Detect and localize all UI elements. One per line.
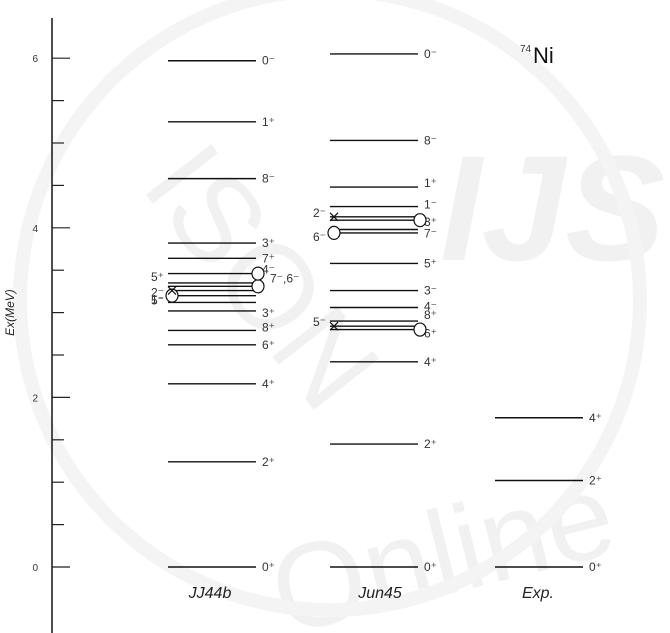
level-label: 0⁺ xyxy=(589,560,602,574)
level-label: 7⁻ xyxy=(424,226,437,240)
level-label: 2⁺ xyxy=(589,474,602,488)
level-label: 1⁺ xyxy=(424,176,437,190)
watermark-ring xyxy=(13,0,647,617)
circle-marker xyxy=(165,288,179,303)
circle-marker xyxy=(251,266,265,281)
level-label: 3⁻ xyxy=(424,284,437,298)
level-label: 2⁺ xyxy=(262,455,275,469)
level-label: 8⁻ xyxy=(262,172,275,186)
column-label: Exp. xyxy=(522,585,554,602)
level-label: 3⁺ xyxy=(262,306,275,320)
level-label: 6⁻ xyxy=(313,230,326,244)
level-label: 3⁺ xyxy=(424,215,437,229)
level-label: 8⁺ xyxy=(424,308,437,322)
column-labels: JJ44b Jun45 Exp. xyxy=(188,585,554,602)
level-label: 4⁺ xyxy=(589,411,602,425)
level-label: 4⁺ xyxy=(262,377,275,391)
circle-marker xyxy=(251,279,265,294)
y-tick-label: 4 xyxy=(32,224,38,235)
level-label: 4⁻ xyxy=(262,263,275,277)
circle-marker xyxy=(327,225,341,240)
chart-title: 74 Ni xyxy=(520,43,554,68)
level-label: 5⁺ xyxy=(151,270,164,284)
level-label: 5⁺ xyxy=(424,256,437,270)
level-label: 0⁺ xyxy=(262,560,275,574)
level-label: 2⁻ xyxy=(151,286,164,300)
level-label: 0⁻ xyxy=(424,47,437,61)
level-label: 8⁺ xyxy=(262,320,275,334)
title-element: Ni xyxy=(533,43,554,68)
column-label: JJ44b xyxy=(188,585,232,602)
level-label: 0⁻ xyxy=(262,54,275,68)
circle-marker xyxy=(413,322,427,337)
level-label: 8⁻ xyxy=(424,133,437,147)
y-tick-label: 6 xyxy=(32,54,38,65)
level-label: 5⁻ xyxy=(313,315,326,329)
energy-levels: 0⁺2⁺4⁺6⁺8⁺3⁺5⁻1⁻2⁻7⁻,6⁻5⁺4⁻7⁺3⁺8⁻1⁺0⁻0⁺2… xyxy=(151,47,602,574)
level-label: 0⁺ xyxy=(424,560,437,574)
level-label: 2⁻ xyxy=(313,206,326,220)
level-label: 1⁻ xyxy=(151,293,164,307)
level-label: 5⁻ xyxy=(151,293,164,307)
level-label: 1⁻ xyxy=(424,198,437,212)
level-markers xyxy=(165,212,427,337)
level-label: 7⁺ xyxy=(262,251,275,265)
level-label: 4⁺ xyxy=(424,355,437,369)
column-label: Jun45 xyxy=(357,585,402,602)
level-label: 6⁺ xyxy=(424,327,437,341)
level-label: 3⁺ xyxy=(262,236,275,250)
level-label: 4⁻ xyxy=(424,300,437,314)
title-superscript: 74 xyxy=(520,44,532,55)
level-label: 1⁺ xyxy=(262,115,275,129)
level-label: 7⁻,6⁻ xyxy=(270,271,299,285)
y-tick-label: 0 xyxy=(32,563,38,574)
level-label: 6⁺ xyxy=(262,338,275,352)
y-axis: 0 2 4 6 xyxy=(32,18,70,633)
y-axis-title: Ex(MeV) xyxy=(3,289,17,336)
circle-marker xyxy=(413,213,427,228)
y-tick-label: 2 xyxy=(32,393,38,404)
x-marker xyxy=(167,286,177,295)
x-marker xyxy=(329,212,339,222)
level-label: 2⁺ xyxy=(424,437,437,451)
x-marker xyxy=(329,321,339,331)
